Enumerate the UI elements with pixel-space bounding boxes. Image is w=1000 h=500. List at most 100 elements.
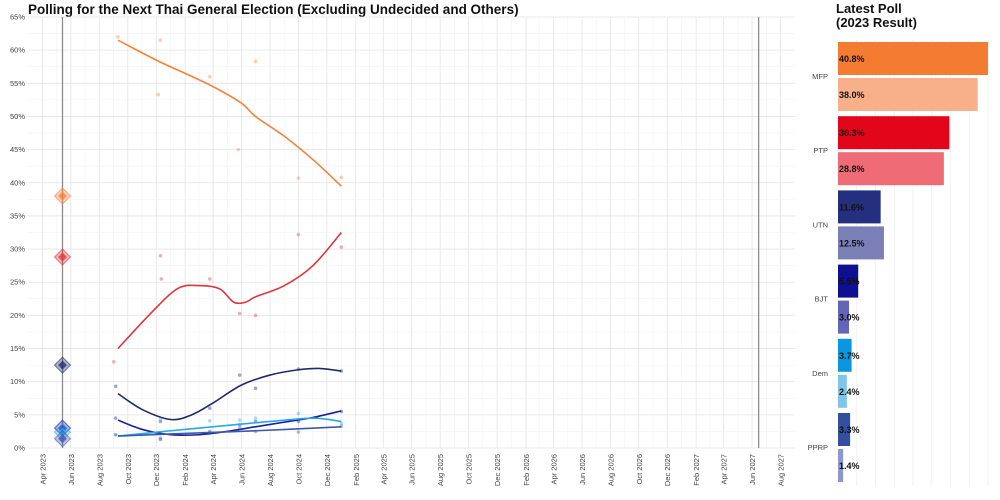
x-tick-label: Oct 2026 xyxy=(635,454,644,484)
y-tick-label: 5% xyxy=(14,410,25,419)
poll-point-utn xyxy=(237,373,242,377)
x-tick-label: Jun 2025 xyxy=(408,454,417,485)
y-tick-label: 25% xyxy=(10,278,25,287)
poll-point-ptp xyxy=(237,311,242,316)
x-tick-label: Dec 2026 xyxy=(663,454,672,486)
poll-point-ptp xyxy=(208,277,212,281)
party-label: PTP xyxy=(813,146,828,155)
poll-point-ptp xyxy=(253,313,258,318)
x-tick-label: Jun 2024 xyxy=(238,454,247,485)
trend-line-mfp xyxy=(117,39,342,187)
latest-poll-bar-bjt xyxy=(838,264,859,298)
result-2023-value-ptp: 28.8% xyxy=(839,164,865,174)
result-2023-bar-bjt xyxy=(838,300,850,334)
election-result-marker-inner-dem xyxy=(58,427,68,437)
poll-point-ptp xyxy=(111,360,116,364)
latest-poll-value-utn: 11.6% xyxy=(839,202,864,212)
x-tick-label: Aug 2023 xyxy=(95,454,104,486)
x-tick-label: Apr 2025 xyxy=(379,454,388,484)
x-tick-label: Oct 2024 xyxy=(294,454,303,484)
poll-point-utn xyxy=(208,406,212,411)
poll-point-ptp xyxy=(159,277,164,281)
x-tick-label: Aug 2025 xyxy=(436,454,445,486)
x-tick-label: Feb 2024 xyxy=(181,454,190,486)
side-panel-title: Latest Poll (2023 Result) xyxy=(836,2,917,30)
y-tick-label: 40% xyxy=(10,178,25,187)
result-2023-value-mfp: 38.0% xyxy=(839,90,865,100)
latest-poll-bar-utn xyxy=(838,190,881,224)
x-tick-label: Jun 2023 xyxy=(67,454,76,485)
result-2023-value-pprp: 1.4% xyxy=(839,461,860,471)
x-tick-label: Apr 2027 xyxy=(720,454,729,484)
poll-point-pprp xyxy=(237,426,242,430)
poll-point-dem xyxy=(296,411,301,416)
poll-point-dem xyxy=(113,432,118,437)
poll-point-mfp xyxy=(236,147,241,152)
poll-point-bjt xyxy=(113,416,118,420)
y-tick-label: 15% xyxy=(10,344,25,353)
election-result-marker-inner-mfp xyxy=(58,191,68,201)
x-tick-label: Feb 2026 xyxy=(522,454,531,486)
poll-point-ptp xyxy=(339,245,344,249)
election-result-marker-inner-utn xyxy=(58,360,68,370)
y-tick-label: 60% xyxy=(10,46,25,55)
latest-poll-bar-pprp xyxy=(838,413,851,446)
latest-poll-value-bjt: 5.5% xyxy=(839,277,860,287)
result-2023-value-dem: 2.4% xyxy=(839,387,860,397)
x-tick-label: Dec 2024 xyxy=(323,454,332,486)
poll-point-utn xyxy=(158,419,163,424)
x-tick-label: Jun 2026 xyxy=(578,454,587,485)
trend-line-pprp xyxy=(117,425,342,437)
latest-poll-bar-mfp xyxy=(838,42,988,75)
poll-point-pprp xyxy=(113,432,118,437)
y-tick-label: 65% xyxy=(10,13,25,22)
poll-point-mfp xyxy=(158,38,163,43)
poll-point-dem xyxy=(158,417,163,422)
party-label: Dem xyxy=(812,369,828,378)
latest-poll-value-pprp: 3.3% xyxy=(839,425,860,435)
result-2023-bar-ptp xyxy=(838,152,944,186)
x-tick-label: Feb 2025 xyxy=(352,454,361,486)
party-label: PPRP xyxy=(808,443,828,452)
trend-line-utn xyxy=(117,367,342,421)
side-title-line1: Latest Poll xyxy=(836,1,902,16)
party-label: UTN xyxy=(813,220,828,229)
poll-point-utn xyxy=(253,386,258,391)
poll-point-ptp xyxy=(296,232,301,237)
result-2023-bar-utn xyxy=(838,226,884,260)
latest-poll-value-dem: 3.7% xyxy=(839,351,860,361)
poll-point-mfp xyxy=(339,175,344,180)
trend-line-dem xyxy=(117,417,342,437)
x-tick-label: Apr 2023 xyxy=(38,454,47,484)
x-tick-label: Oct 2023 xyxy=(124,454,133,484)
election-result-marker-inner-pprp xyxy=(58,434,68,444)
result-2023-bar-pprp xyxy=(838,449,844,482)
x-tick-label: Apr 2026 xyxy=(549,454,558,484)
poll-point-pprp xyxy=(296,430,301,434)
x-tick-label: Aug 2024 xyxy=(266,454,275,486)
latest-poll-value-ptp: 30.3% xyxy=(839,128,865,138)
poll-point-dem xyxy=(208,419,212,423)
x-tick-label: Feb 2027 xyxy=(692,454,701,486)
poll-point-utn xyxy=(113,384,118,389)
poll-point-mfp xyxy=(208,74,212,79)
result-2023-bar-mfp xyxy=(838,78,978,111)
trend-line-ptp xyxy=(117,231,342,350)
side-title-line2: (2023 Result) xyxy=(836,15,917,30)
x-tick-label: Aug 2027 xyxy=(777,454,786,486)
poll-point-mfp xyxy=(253,59,258,64)
x-tick-label: Oct 2025 xyxy=(465,454,474,484)
y-tick-label: 55% xyxy=(10,79,25,88)
x-tick-label: Dec 2023 xyxy=(152,454,161,486)
chart-title: Polling for the Next Thai General Electi… xyxy=(28,2,519,17)
y-tick-label: 30% xyxy=(10,245,25,254)
poll-point-bjt xyxy=(158,437,163,442)
y-tick-label: 10% xyxy=(10,377,25,386)
y-tick-label: 45% xyxy=(10,145,25,154)
poll-point-mfp xyxy=(156,92,160,97)
y-tick-label: 0% xyxy=(14,444,25,453)
election-result-marker-inner-ptp xyxy=(58,252,68,262)
poll-point-dem xyxy=(339,421,344,426)
latest-poll-value-mfp: 40.8% xyxy=(839,54,865,64)
